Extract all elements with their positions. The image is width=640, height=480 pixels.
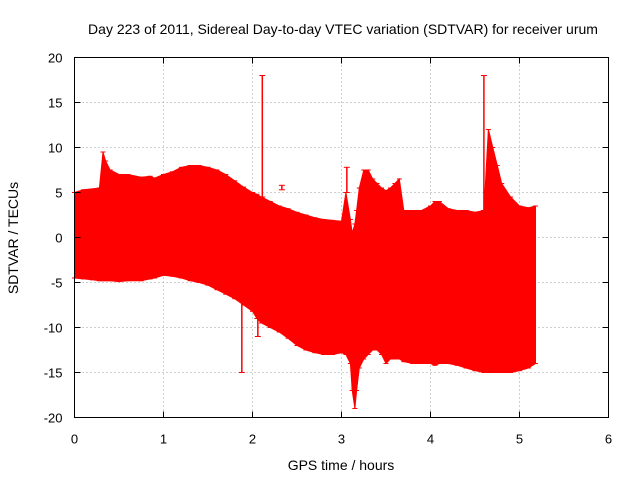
x-tick-label: 4 (427, 432, 434, 447)
error-bar-series (72, 75, 539, 409)
y-tick-label: -5 (51, 276, 63, 291)
y-tick-label: 10 (48, 141, 62, 156)
x-axis-label: GPS time / hours (288, 457, 395, 473)
y-axis-label: SDTVAR / TECUs (5, 182, 21, 294)
y-tick-label: 15 (48, 96, 62, 111)
x-tick-label: 3 (338, 432, 345, 447)
y-tick-label: 0 (55, 231, 62, 246)
y-tick-label: -15 (44, 366, 63, 381)
y-tick-label: 20 (48, 51, 62, 66)
x-tick-label: 0 (71, 432, 78, 447)
x-tick-label: 2 (249, 432, 256, 447)
chart-title: Day 223 of 2011, Sidereal Day-to-day VTE… (88, 21, 598, 37)
y-tick-label: 5 (55, 186, 62, 201)
y-tick-label: -10 (44, 321, 63, 336)
y-tick-label: -20 (44, 411, 63, 426)
x-tick-label: 6 (605, 432, 612, 447)
axis-ticks: 0 1 2 3 4 5 6 -20 -15 -10 -5 0 5 10 15 20 (44, 51, 612, 447)
x-tick-label: 5 (516, 432, 523, 447)
x-tick-label: 1 (160, 432, 167, 447)
